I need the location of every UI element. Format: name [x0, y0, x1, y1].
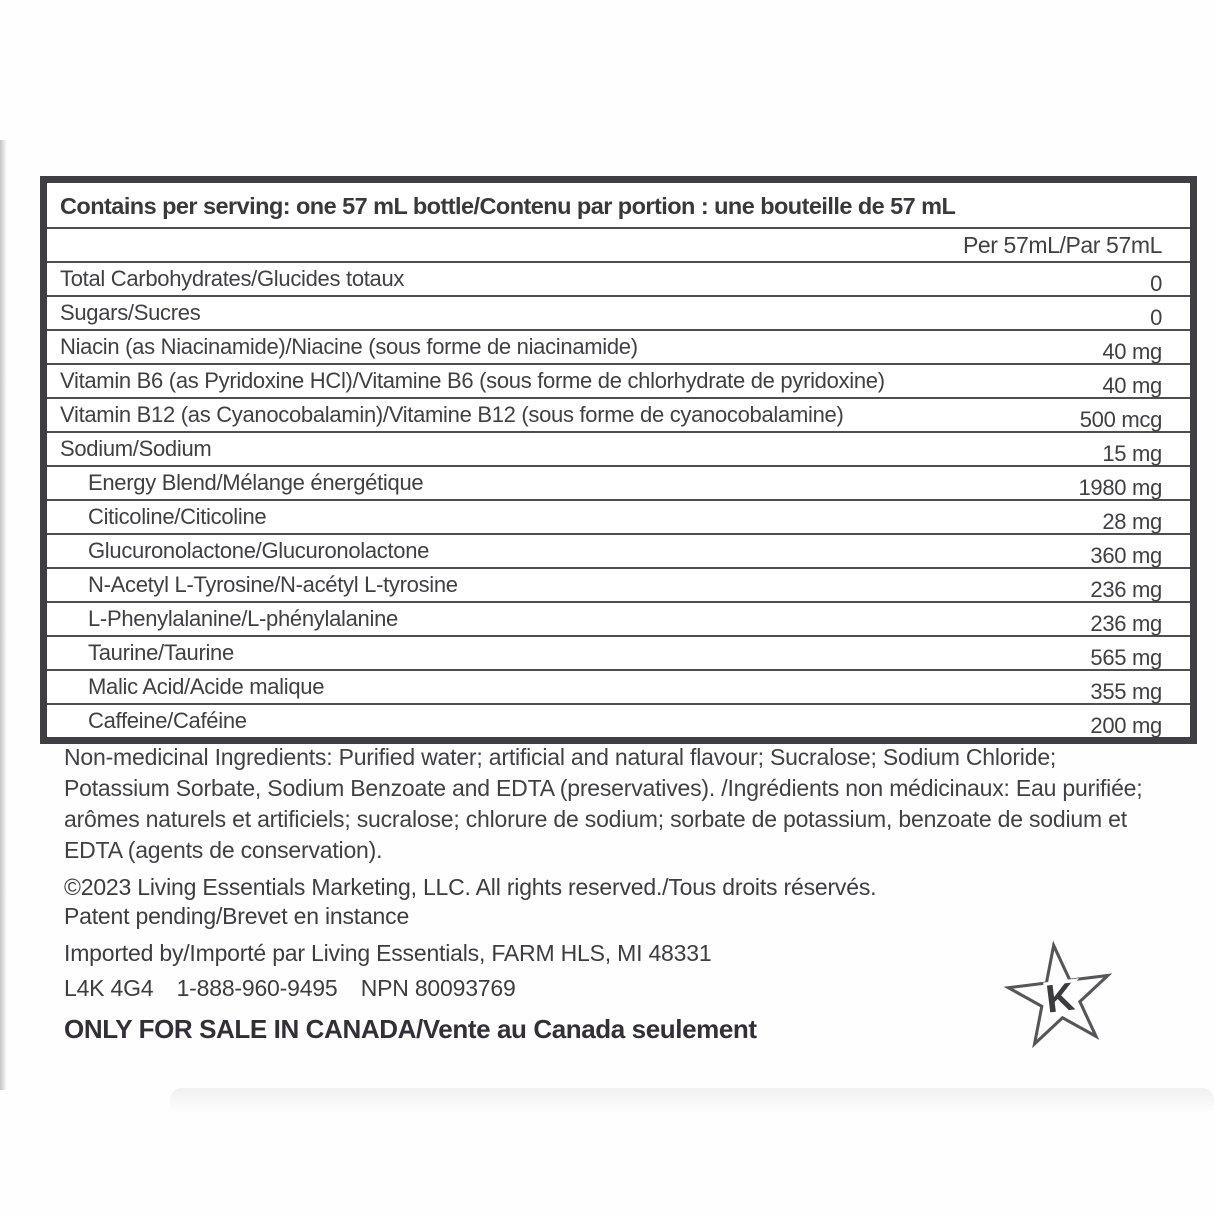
npn-number: NPN 80093769 [360, 975, 516, 1001]
nutrient-name: N-Acetyl L-Tyrosine/N-acétyl L-tyrosine [88, 572, 458, 597]
supplement-facts-table: Contains per serving: one 57 mL bottle/C… [40, 176, 1197, 744]
nutrient-amount: 200 mg [1090, 713, 1162, 738]
table-row: Citicoline/Citicoline 28 mg [47, 499, 1190, 534]
table-row: Energy Blend/Mélange énergétique 1980 mg [47, 465, 1190, 500]
non-medicinal-ingredients: Non-medicinal Ingredients: Purified wate… [64, 744, 1143, 863]
table-row: Sugars/Sucres 0 [47, 295, 1190, 330]
nutrient-amount: 15 mg [1102, 441, 1162, 466]
nutrient-name: L-Phenylalanine/L-phénylalanine [88, 606, 398, 631]
phone-number: 1-888-960-9495 [176, 975, 338, 1001]
table-row: Malic Acid/Acide malique 355 mg [47, 669, 1190, 704]
table-row: Vitamin B6 (as Pyridoxine HCl)/Vitamine … [47, 363, 1190, 398]
photo-edge-artifact [0, 140, 7, 1090]
table-row: Vitamin B12 (as Cyanocobalamin)/Vitamine… [47, 397, 1190, 432]
kosher-k-letter: K [1043, 975, 1077, 1022]
table-row: N-Acetyl L-Tyrosine/N-acétyl L-tyrosine … [47, 567, 1190, 602]
nutrient-amount: 565 mg [1090, 645, 1162, 670]
patent-line: Patent pending/Brevet en instance [64, 903, 410, 929]
copyright-line: ©2023 Living Essentials Marketing, LLC. … [64, 874, 877, 900]
nutrient-name: Citicoline/Citicoline [88, 504, 267, 529]
nutrient-amount: 0 [1150, 305, 1162, 330]
nutrient-amount: 28 mg [1102, 509, 1162, 534]
table-row: Niacin (as Niacinamide)/Niacine (sous fo… [47, 329, 1190, 364]
nutrient-amount: 0 [1150, 271, 1162, 296]
nutrient-amount: 355 mg [1090, 679, 1162, 704]
table-row: Caffeine/Caféine 200 mg [47, 703, 1190, 738]
nutrient-name: Taurine/Taurine [88, 640, 234, 665]
nutrient-name: Vitamin B12 (as Cyanocobalamin)/Vitamine… [60, 402, 844, 427]
nutrient-amount: 40 mg [1102, 373, 1162, 398]
nutrient-amount: 500 mcg [1079, 407, 1163, 432]
photo-smudge-artifact [170, 1088, 1214, 1114]
nutrient-amount: 236 mg [1090, 611, 1162, 636]
star-outline [1003, 940, 1113, 1049]
table-header: Contains per serving: one 57 mL bottle/C… [60, 193, 956, 219]
nutrient-amount: 360 mg [1090, 543, 1162, 568]
label-footer-text: Non-medicinal Ingredients: Purified wate… [64, 742, 1164, 1045]
nutrient-name: Total Carbohydrates/Glucides totaux [60, 266, 405, 291]
nutrient-name: Glucuronolactone/Glucuronolactone [88, 538, 430, 563]
nutrient-name: Sodium/Sodium [60, 436, 212, 461]
nutrient-name: Malic Acid/Acide malique [88, 674, 325, 699]
postal-code: L4K 4G4 [64, 975, 154, 1001]
nutrient-amount: 1980 mg [1078, 475, 1162, 500]
imported-by-line: Imported by/Importé par Living Essential… [64, 940, 712, 966]
nutrient-name: Niacin (as Niacinamide)/Niacine (sous fo… [60, 334, 638, 359]
nutrient-name: Caffeine/Caféine [88, 708, 247, 733]
amount-column-header: Per 57mL/Par 57mL [47, 227, 1190, 261]
nutrient-amount: 236 mg [1090, 577, 1162, 602]
table-row: Sodium/Sodium 15 mg [47, 431, 1190, 466]
nutrient-amount: 40 mg [1102, 339, 1162, 364]
table-row: Total Carbohydrates/Glucides totaux 0 [47, 261, 1190, 296]
nutrient-name: Sugars/Sucres [60, 300, 201, 325]
nutrient-name: Vitamin B6 (as Pyridoxine HCl)/Vitamine … [60, 368, 885, 393]
nutrient-name: Energy Blend/Mélange énergétique [88, 470, 424, 495]
table-row: Glucuronolactone/Glucuronolactone 360 mg [47, 533, 1190, 568]
kosher-star-icon: K [996, 933, 1123, 1052]
table-row: Taurine/Taurine 565 mg [47, 635, 1190, 670]
only-for-sale-line: ONLY FOR SALE IN CANADA/Vente au Canada … [64, 1014, 757, 1044]
table-row: L-Phenylalanine/L-phénylalanine 236 mg [47, 601, 1190, 636]
contact-line: L4K 4G4 1-888-960-9495 NPN 80093769 [64, 973, 1164, 1003]
